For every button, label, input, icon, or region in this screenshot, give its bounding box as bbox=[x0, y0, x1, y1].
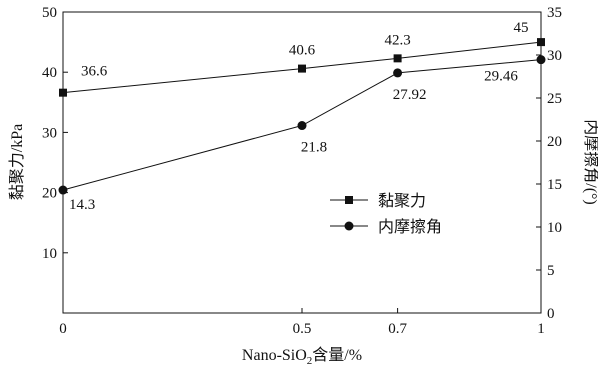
y-right-tick-label: 30 bbox=[547, 48, 562, 64]
legend: 黏聚力 内摩擦角 bbox=[330, 192, 442, 236]
data-label: 36.6 bbox=[81, 64, 108, 80]
y-axis-left-title: 黏聚力/kPa bbox=[8, 124, 26, 200]
y-left-tick-label: 20 bbox=[42, 186, 57, 202]
y-right-tick-label: 20 bbox=[547, 134, 562, 150]
x-axis-title-subscript: 2 bbox=[307, 355, 313, 367]
x-tick-label: 0 bbox=[59, 321, 67, 337]
y-left-tick-label: 50 bbox=[42, 5, 57, 21]
data-point-circle bbox=[393, 68, 403, 78]
data-label: 45 bbox=[514, 20, 529, 36]
y-left-tick-label: 10 bbox=[42, 246, 57, 262]
y-right-tick-label: 5 bbox=[547, 263, 555, 279]
y-right-tick-label: 0 bbox=[547, 306, 555, 322]
y-right-tick-label: 15 bbox=[547, 177, 562, 193]
data-point-square bbox=[298, 64, 306, 73]
y-right-tick-label: 35 bbox=[547, 5, 562, 21]
y-left-tick-label: 30 bbox=[42, 125, 57, 141]
x-axis-title: Nano-SiO2含量/% bbox=[242, 346, 362, 367]
ticks: 0 0.5 0.7 1 10 20 30 40 50 0 5 10 15 20 25 30 35 bbox=[42, 5, 562, 337]
legend-circle-marker bbox=[344, 221, 354, 231]
x-axis-title-main: Nano-SiO bbox=[242, 347, 307, 364]
x-axis-title-tail: 含量/% bbox=[312, 346, 362, 364]
data-label: 21.8 bbox=[301, 140, 327, 156]
data-label: 29.46 bbox=[484, 69, 518, 85]
data-point-square bbox=[537, 38, 545, 47]
y-right-tick-label: 10 bbox=[547, 220, 562, 236]
data-point-circle bbox=[297, 121, 307, 131]
data-point-circle bbox=[536, 55, 546, 65]
x-tick-label: 0.5 bbox=[293, 321, 312, 337]
labels-group: 36.6 40.6 42.3 45 14.3 21.8 27.92 29.46 bbox=[69, 20, 529, 213]
series-line-friction-angle bbox=[62, 59, 542, 191]
legend-square-marker bbox=[345, 196, 353, 204]
data-label: 14.3 bbox=[69, 197, 95, 213]
x-tick-label: 1 bbox=[537, 321, 545, 337]
legend-label-friction: 内摩擦角 bbox=[378, 218, 442, 236]
y-axis-right-title: 内摩擦角/(°) bbox=[582, 119, 598, 205]
series-group bbox=[58, 38, 546, 195]
data-point-square bbox=[59, 88, 67, 97]
x-tick-label: 0.7 bbox=[388, 321, 407, 337]
series-line-cohesion bbox=[62, 41, 542, 94]
data-point-circle bbox=[58, 185, 68, 195]
y-right-tick-label: 25 bbox=[547, 91, 562, 107]
data-label: 40.6 bbox=[289, 43, 316, 59]
data-label: 42.3 bbox=[384, 32, 410, 48]
data-point-square bbox=[393, 54, 402, 63]
legend-label-cohesion: 黏聚力 bbox=[378, 192, 426, 210]
y-left-tick-label: 40 bbox=[42, 65, 57, 81]
data-label: 27.92 bbox=[393, 87, 427, 103]
